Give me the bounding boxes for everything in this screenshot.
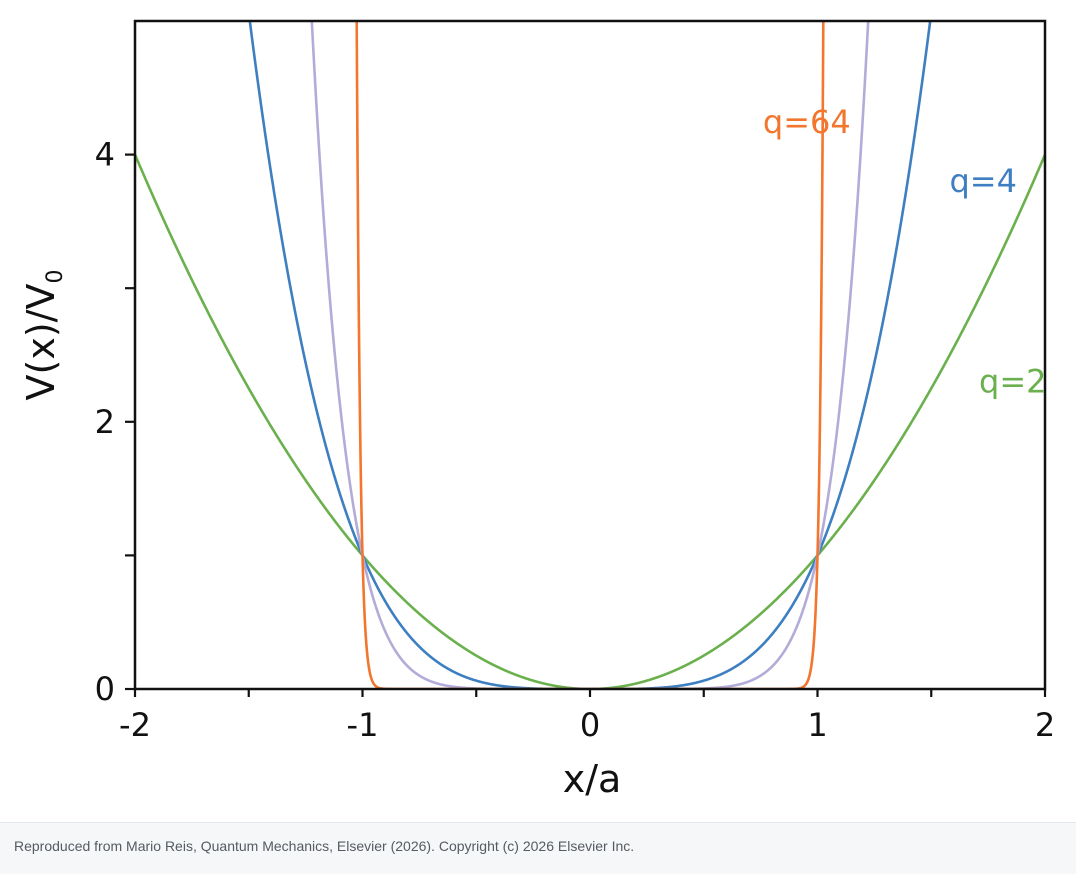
series-line-q4 [248, 21, 932, 689]
x-tick-label: -2 [119, 706, 151, 744]
y-axis-title-subscript: 0 [43, 270, 68, 284]
plot-border [133, 19, 1047, 691]
x-axis-title: x/a [563, 757, 622, 801]
y-tick-label: 4 [95, 136, 115, 174]
series-line-q2 [135, 154, 1045, 689]
x-tick-label: 1 [807, 706, 827, 744]
plot-frame [133, 19, 1047, 691]
potential-chart: -2 -1 0 1 2 024 q=2q=4q=64 x/a V(x)/V0 [19, 19, 1055, 801]
series-label-q2: q=2 [979, 362, 1046, 400]
copyright-text: Reproduced from Mario Reis, Quantum Mech… [14, 838, 635, 854]
series-label-q64: q=64 [763, 103, 851, 141]
series-label-q4: q=4 [949, 162, 1016, 200]
y-axis-title-main: V(x)/V [19, 284, 63, 401]
y-tick-label: 0 [95, 670, 115, 708]
x-tick-label: 0 [580, 706, 600, 744]
x-axis-ticks: -2 -1 0 1 2 [119, 689, 1055, 744]
series-line-q8 [310, 21, 870, 689]
y-tick-label: 2 [95, 403, 115, 441]
y-axis-ticks: 0 2 4 [95, 136, 135, 708]
y-axis-title: V(x)/V0 [19, 270, 68, 401]
series-line-q64 [355, 21, 825, 689]
copyright-footer: Reproduced from Mario Reis, Quantum Mech… [0, 822, 1076, 874]
x-tick-label: 2 [1035, 706, 1055, 744]
series-labels: q=2 q=4 q=64 [763, 103, 1047, 400]
curves-layer [135, 21, 1045, 689]
x-tick-label: -1 [347, 706, 379, 744]
